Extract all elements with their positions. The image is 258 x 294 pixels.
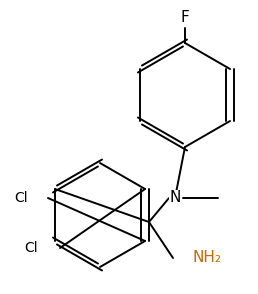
Text: Cl: Cl xyxy=(14,191,28,205)
Text: Cl: Cl xyxy=(24,241,38,255)
Text: N: N xyxy=(169,191,181,206)
Text: F: F xyxy=(181,11,189,26)
Text: NH₂: NH₂ xyxy=(193,250,222,265)
